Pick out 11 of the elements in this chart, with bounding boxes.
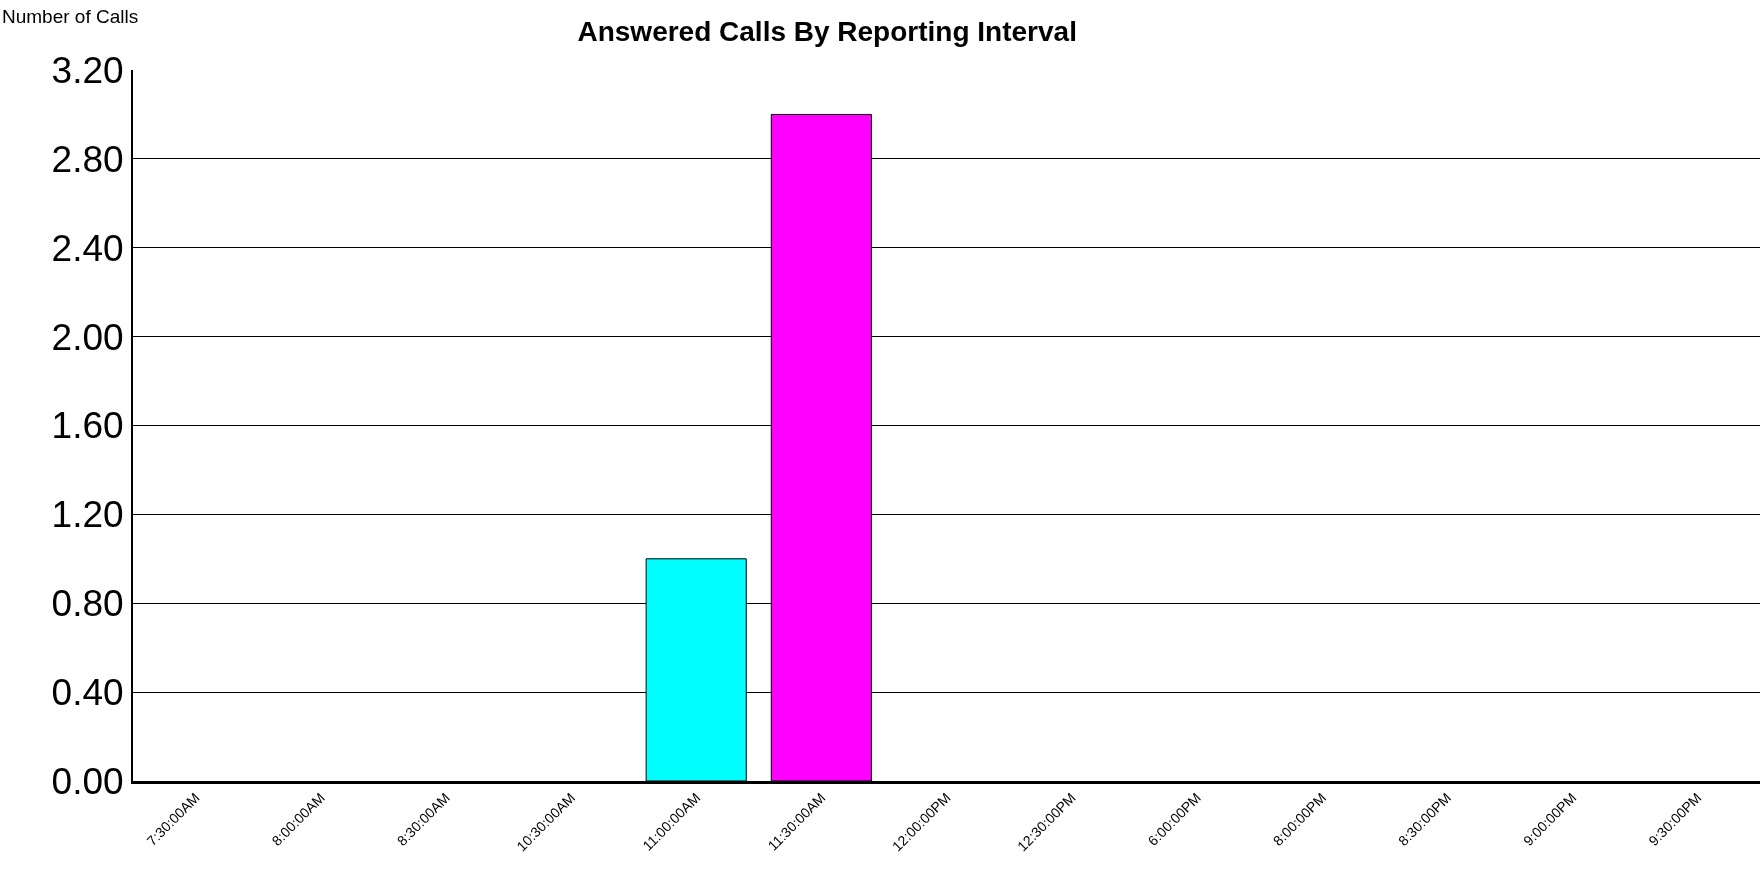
y-axis-title: Number of Calls xyxy=(2,6,139,27)
y-tick-label: 2.80 xyxy=(51,138,124,180)
y-tick-label: 0.40 xyxy=(51,672,124,714)
y-tick-label: 0.80 xyxy=(51,583,124,625)
y-tick-label: 2.00 xyxy=(51,316,124,358)
y-tick-label: 1.20 xyxy=(51,494,124,536)
y-tick-label: 2.40 xyxy=(51,227,124,269)
y-tick-label: 0.00 xyxy=(51,760,124,802)
y-tick-label: 1.60 xyxy=(51,405,124,447)
chart-title: Answered Calls By Reporting Interval xyxy=(577,16,1077,48)
y-tick-label: 3.20 xyxy=(51,49,124,91)
